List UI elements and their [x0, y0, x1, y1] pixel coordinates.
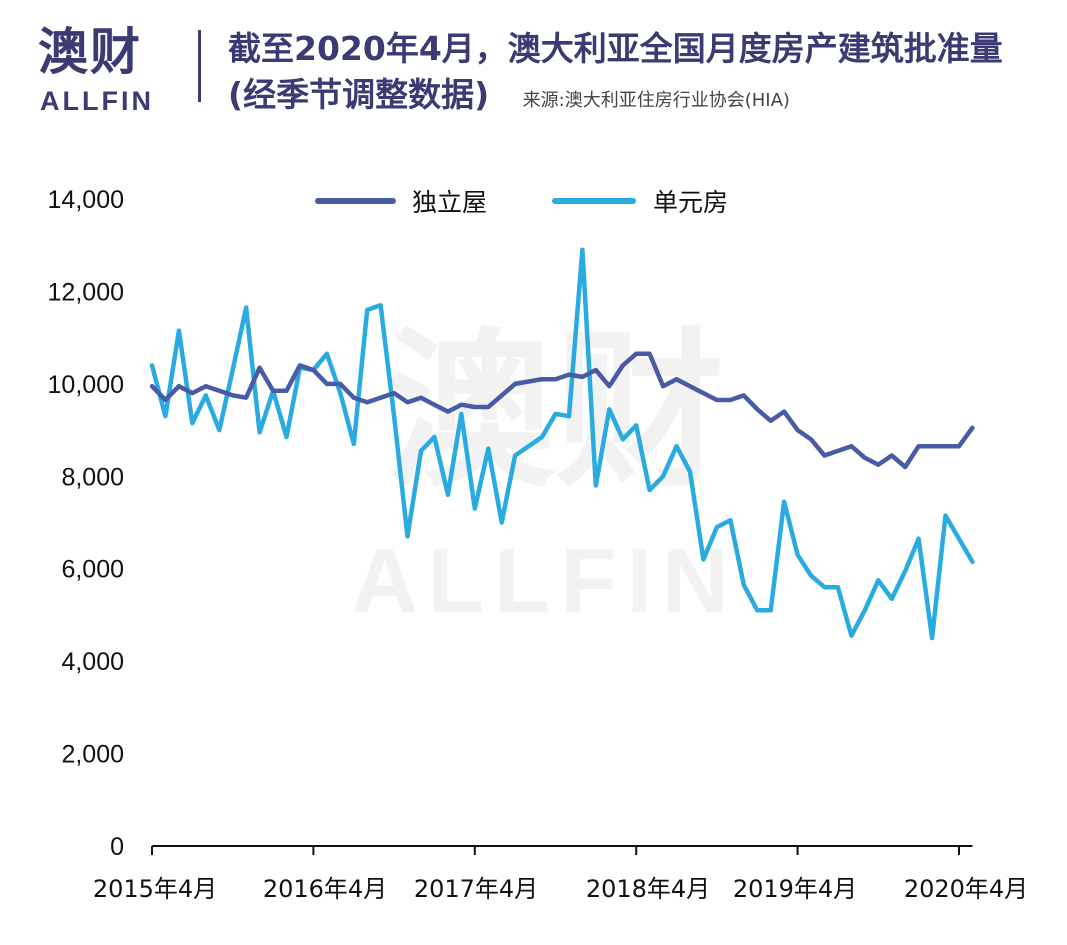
- y-tick-label: 2,000: [61, 741, 124, 769]
- series-line-detached: [149, 351, 975, 470]
- header-divider: [198, 30, 201, 102]
- logo: 澳财 ALLFIN: [38, 22, 163, 116]
- series-lines: [149, 247, 975, 641]
- axes: 0 2,000 4,000 6,000 8,000 10,000 12,000 14,000 2…: [48, 186, 1029, 903]
- x-tick-label: 2017年4月: [414, 875, 538, 903]
- y-tick-label: 4,000: [61, 648, 124, 676]
- series-line-apartment: [149, 247, 975, 641]
- y-tick-label: 6,000: [61, 556, 124, 584]
- watermark-english: ALLFIN: [351, 530, 738, 632]
- x-tick-label: 2018年4月: [586, 875, 710, 903]
- legend-label: 独立屋: [412, 188, 487, 217]
- x-tick-label: 2020年4月: [904, 875, 1028, 903]
- x-tick-label: 2015年4月: [93, 875, 217, 903]
- x-tick-label: 2019年4月: [733, 875, 857, 903]
- chart-title-block: 截至2020年4月，澳大利亚全国月度房产建筑批准量(经季节调整数据) 来源:澳大…: [228, 26, 1048, 124]
- logo-english: ALLFIN: [40, 86, 154, 116]
- y-tick-label: 0: [110, 833, 124, 861]
- logo-chinese: 澳财: [38, 23, 142, 81]
- y-tick-label: 8,000: [61, 463, 124, 491]
- x-tick-label: 2016年4月: [263, 875, 387, 903]
- y-tick-label: 12,000: [48, 278, 124, 306]
- y-tick-label: 14,000: [48, 186, 124, 214]
- chart-title: 截至2020年4月，澳大利亚全国月度房产建筑批准量(经季节调整数据): [228, 29, 1003, 114]
- legend: 独立屋 单元房: [315, 188, 728, 217]
- watermark: 澳财 ALLFIN: [351, 313, 738, 632]
- chart-source: 来源:澳大利亚住房行业协会(HIA): [522, 90, 790, 111]
- legend-label: 单元房: [653, 188, 728, 217]
- y-tick-label: 10,000: [48, 371, 124, 399]
